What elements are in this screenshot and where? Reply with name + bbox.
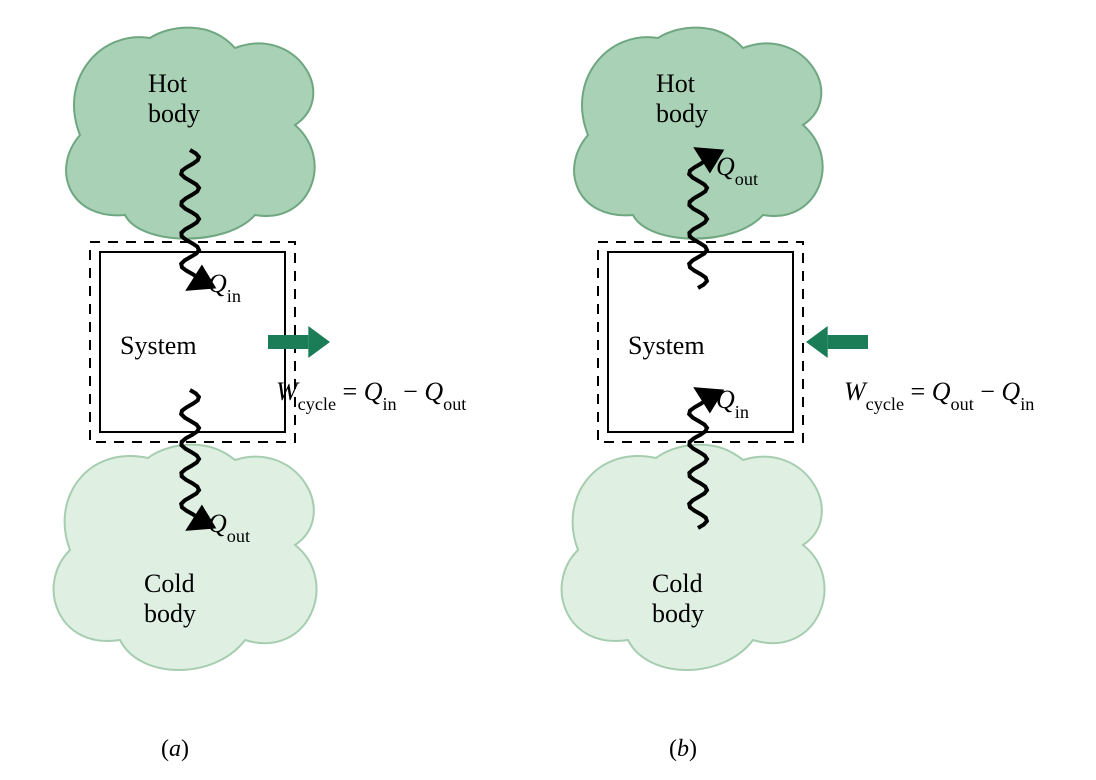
work-arrow-head — [308, 326, 330, 358]
caption-label: (b) — [669, 736, 697, 762]
body-label: Hot — [656, 69, 696, 98]
hot-body-shape — [66, 28, 315, 239]
system-label: System — [120, 331, 197, 360]
label-text: Wcycle = Qout − Qin — [844, 377, 1034, 414]
diagram-a: HotbodyColdbodySystemQinQoutWcycle = Qin… — [54, 28, 467, 670]
hot-body-shape — [574, 28, 823, 239]
body-label: body — [652, 599, 704, 628]
work-arrow-head — [806, 326, 828, 358]
body-label: body — [144, 599, 196, 628]
body-label: body — [656, 99, 708, 128]
caption-label: (a) — [161, 736, 189, 762]
body-label: Cold — [652, 569, 703, 598]
diagram-b: HotbodyColdbodySystemQinQoutWcycle = Qou… — [562, 28, 1035, 670]
system-label: System — [628, 331, 705, 360]
body-label: Cold — [144, 569, 195, 598]
body-label: body — [148, 99, 200, 128]
label-text: Wcycle = Qin − Qout — [276, 377, 466, 414]
body-label: Hot — [148, 69, 188, 98]
